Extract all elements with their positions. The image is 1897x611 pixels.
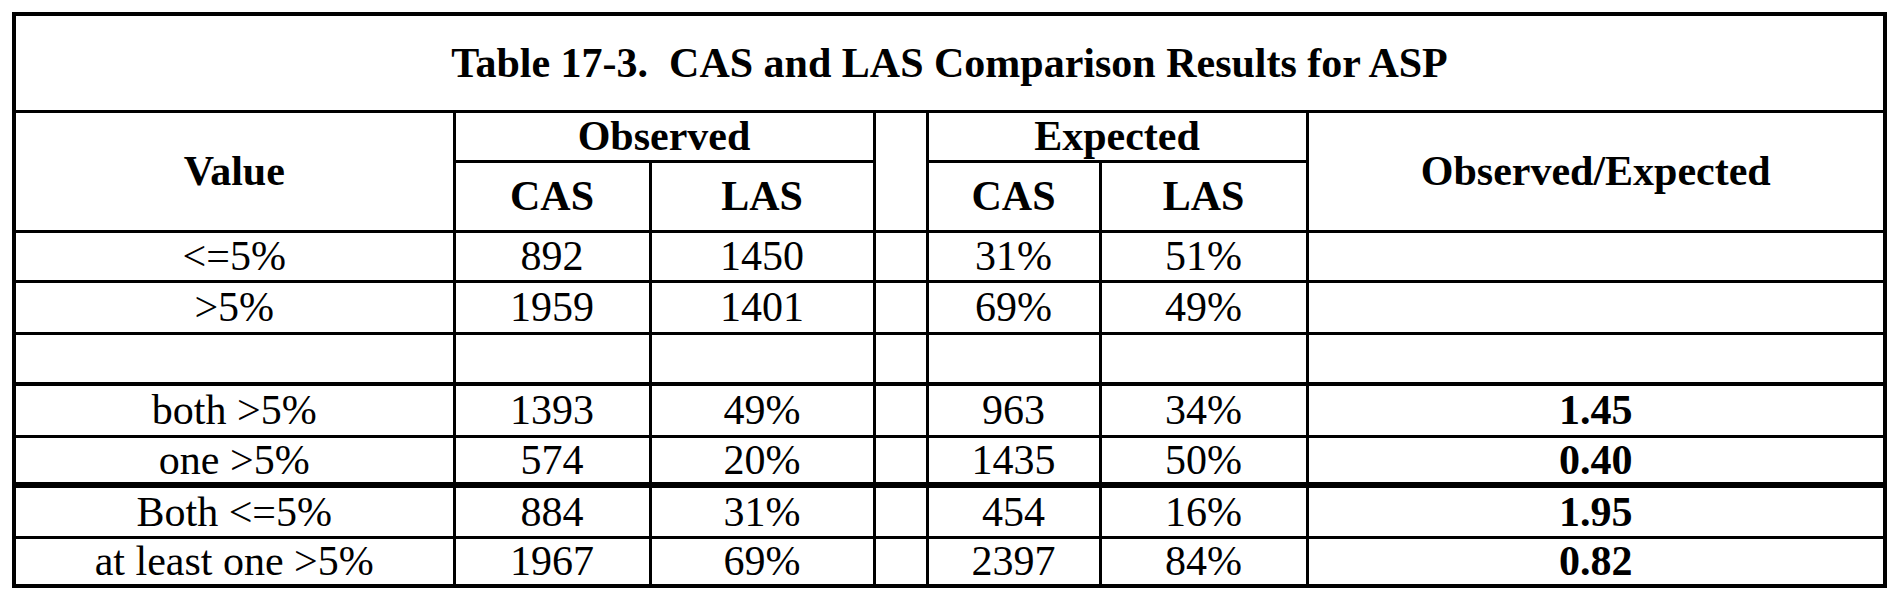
observed-las-cell: 1450 [650,232,874,282]
observed-cas-cell: 1967 [454,537,650,586]
observed-expected-cell [1307,232,1885,282]
observed-las-cell: 69% [650,537,874,586]
expected-cas-cell: 1435 [927,437,1100,486]
observed-cas-cell: 574 [454,437,650,486]
header-row-groups: Value Observed Expected Observed/Expecte… [14,112,1885,162]
value-cell: at least one >5% [14,537,454,586]
expected-las-cell: 84% [1100,537,1307,586]
table-title-row: Table 17-3. CAS and LAS Comparison Resul… [14,14,1885,112]
table-row: one >5% 574 20% 1435 50% 0.40 [14,437,1885,486]
expected-las-cell [1100,334,1307,384]
expected-las-cell: 51% [1100,232,1307,282]
separator-cell [874,384,927,437]
separator-cell [874,282,927,334]
column-header-value: Value [14,112,454,232]
table-row: <=5% 892 1450 31% 51% [14,232,1885,282]
expected-cas-cell [927,334,1100,384]
table-row: both >5% 1393 49% 963 34% 1.45 [14,384,1885,437]
observed-cas-cell [454,334,650,384]
value-cell: both >5% [14,384,454,437]
table-row: Both <=5% 884 31% 454 16% 1.95 [14,485,1885,537]
value-cell [14,334,454,384]
observed-expected-cell: 0.40 [1307,437,1885,486]
separator-cell [874,437,927,486]
expected-las-cell: 49% [1100,282,1307,334]
expected-cas-cell: 69% [927,282,1100,334]
column-header-observed-cas: CAS [454,162,650,232]
table-title: Table 17-3. CAS and LAS Comparison Resul… [14,14,1885,112]
expected-cas-cell: 31% [927,232,1100,282]
column-header-expected-group: Expected [927,112,1307,162]
observed-las-cell [650,334,874,384]
value-cell: <=5% [14,232,454,282]
column-header-expected-las: LAS [1100,162,1307,232]
value-cell: one >5% [14,437,454,486]
separator-column-header-cell [874,112,927,232]
comparison-results-table: Table 17-3. CAS and LAS Comparison Resul… [12,12,1887,588]
table-row: at least one >5% 1967 69% 2397 84% 0.82 [14,537,1885,586]
expected-las-cell: 50% [1100,437,1307,486]
value-cell: Both <=5% [14,485,454,537]
expected-las-cell: 34% [1100,384,1307,437]
observed-las-cell: 20% [650,437,874,486]
document-page: Table 17-3. CAS and LAS Comparison Resul… [0,0,1897,611]
column-header-observed-group: Observed [454,112,874,162]
expected-cas-cell: 454 [927,485,1100,537]
observed-cas-cell: 1393 [454,384,650,437]
expected-las-cell: 16% [1100,485,1307,537]
observed-cas-cell: 884 [454,485,650,537]
observed-cas-cell: 1959 [454,282,650,334]
observed-expected-cell [1307,334,1885,384]
observed-expected-cell: 0.82 [1307,537,1885,586]
column-header-observed-las: LAS [650,162,874,232]
expected-cas-cell: 963 [927,384,1100,437]
table-row-empty [14,334,1885,384]
column-header-observed-expected: Observed/Expected [1307,112,1885,232]
separator-cell [874,232,927,282]
expected-cas-cell: 2397 [927,537,1100,586]
value-cell: >5% [14,282,454,334]
observed-las-cell: 31% [650,485,874,537]
separator-cell [874,537,927,586]
separator-cell [874,334,927,384]
observed-expected-cell: 1.45 [1307,384,1885,437]
table-row: >5% 1959 1401 69% 49% [14,282,1885,334]
separator-cell [874,485,927,537]
observed-las-cell: 49% [650,384,874,437]
column-header-expected-cas: CAS [927,162,1100,232]
observed-expected-cell [1307,282,1885,334]
observed-las-cell: 1401 [650,282,874,334]
observed-expected-cell: 1.95 [1307,485,1885,537]
observed-cas-cell: 892 [454,232,650,282]
